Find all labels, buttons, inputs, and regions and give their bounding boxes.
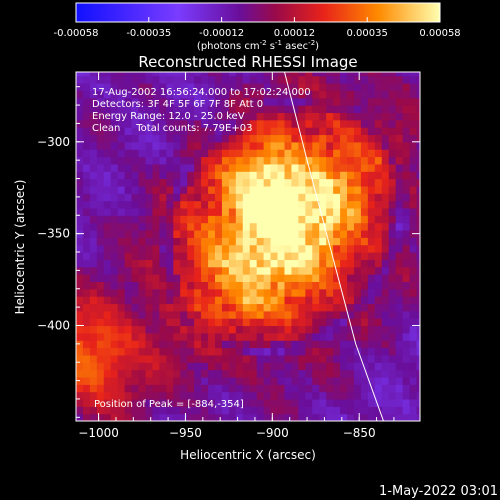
x-axis-label: Heliocentric X (arcsec) bbox=[180, 448, 316, 462]
y-tick-label: −300 bbox=[37, 135, 70, 149]
y-tick-label: −400 bbox=[37, 318, 70, 332]
info-line-detectors: Detectors: 3F 4F 5F 6F 7F 8F Att 0 bbox=[92, 99, 263, 110]
colorbar-tick-label: -0.00058 bbox=[54, 28, 99, 39]
info-line-time: 17-Aug-2002 16:56:24.000 to 17:02:24.000 bbox=[92, 87, 311, 98]
colorbar-tick-label: 0.00058 bbox=[419, 28, 460, 39]
y-axis-label: Heliocentric Y (arcsec) bbox=[13, 180, 27, 315]
axis-ticks: −1000 −950 −900 −850 −300 −350 −400 bbox=[37, 72, 420, 440]
x-tick-label: −950 bbox=[169, 426, 202, 440]
solar-limb-curve bbox=[284, 72, 384, 421]
x-tick-label: −850 bbox=[343, 426, 376, 440]
info-line-clean: Clean Total counts: 7.79E+03 bbox=[92, 123, 252, 134]
colorbar-tick-label: -0.00035 bbox=[126, 28, 171, 39]
plot-frame bbox=[75, 71, 421, 422]
colorbar-ticks: -0.00058 -0.00035 -0.00012 0.00012 0.00035 0.… bbox=[54, 17, 461, 39]
colorbar-tick-label: 0.00035 bbox=[347, 28, 388, 39]
colorbar-tick-label: -0.00012 bbox=[199, 28, 244, 39]
x-tick-label: −1000 bbox=[78, 426, 119, 440]
info-line-energy: Energy Range: 12.0 - 25.0 keV bbox=[92, 111, 245, 122]
colorbar-label: (photons cm-2 s-1 asec-2) bbox=[197, 39, 319, 52]
y-tick-label: −350 bbox=[37, 227, 70, 241]
x-tick-label: −900 bbox=[256, 426, 289, 440]
colorbar-tick-label: 0.00012 bbox=[274, 28, 315, 39]
colorbar bbox=[75, 2, 441, 23]
chart-title: Reconstructed RHESSI Image bbox=[138, 53, 357, 71]
heatmap-image bbox=[76, 72, 420, 421]
info-block: 17-Aug-2002 16:56:24.000 to 17:02:24.000… bbox=[92, 87, 311, 134]
footer-timestamp: 1-May-2022 03:01 bbox=[379, 484, 498, 499]
peak-position-label: Position of Peak = [-884,-354] bbox=[94, 399, 244, 410]
